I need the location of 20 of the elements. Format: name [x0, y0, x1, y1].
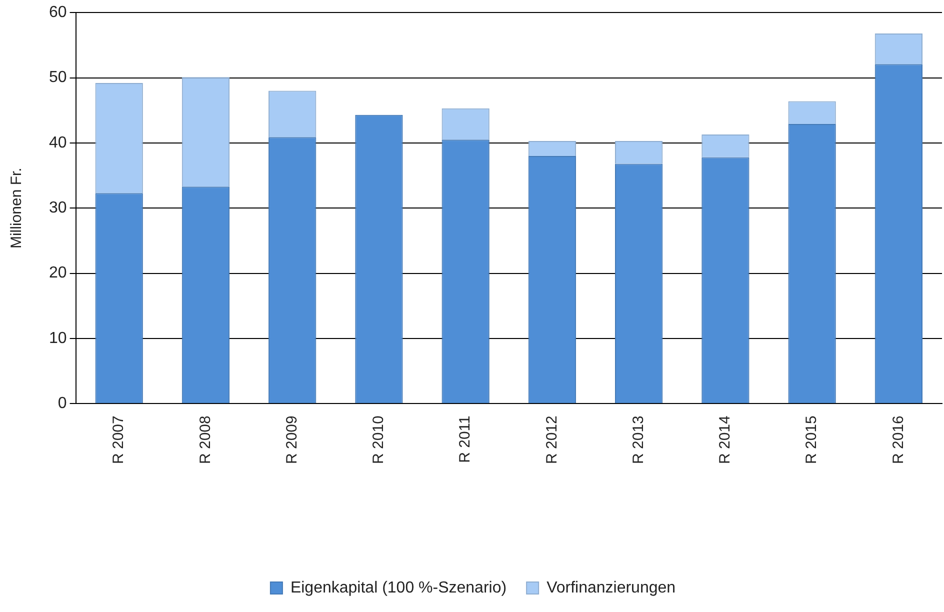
x-tick-label: R 2010: [370, 416, 388, 464]
y-tick-label: 60: [49, 4, 67, 22]
legend-label: Eigenkapital (100 %-Szenario): [290, 579, 507, 596]
x-tick-label: R 2008: [196, 416, 214, 464]
x-tick-label: R 2011: [456, 416, 474, 463]
x-tick-label: R 2015: [803, 416, 820, 464]
legend-label: Vorfinanzierungen: [546, 579, 676, 596]
y-tick-label: 50: [49, 69, 67, 86]
x-tick-label: R 2013: [630, 416, 647, 464]
y-tick-label: 30: [49, 200, 67, 217]
y-tick-label: 10: [49, 330, 67, 347]
y-axis-title: Millionen Fr.: [8, 168, 26, 249]
x-tick-label: R 2007: [110, 416, 128, 464]
x-tick-label: R 2009: [283, 416, 300, 464]
y-tick-label: 0: [58, 395, 67, 412]
x-tick-label: R 2014: [716, 416, 734, 464]
x-tick-label: R 2016: [890, 416, 907, 464]
x-tick-label: R 2012: [543, 416, 560, 464]
y-tick-label: 40: [49, 134, 67, 152]
y-tick-label: 20: [49, 264, 67, 282]
